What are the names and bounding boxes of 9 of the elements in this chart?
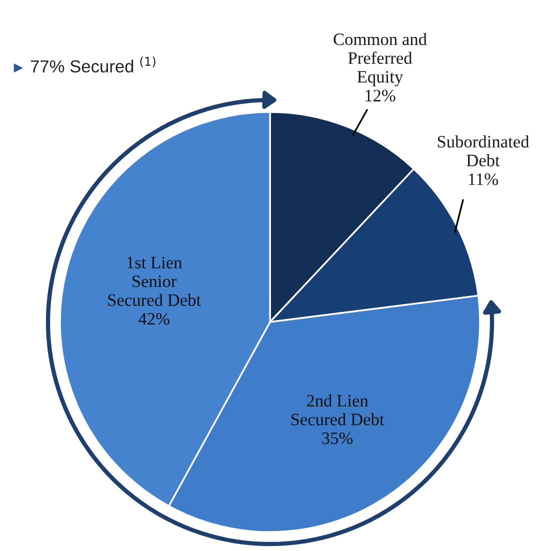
data-label: 35% xyxy=(322,432,353,444)
slice-label: 1st Lien Senior Secured Debt xyxy=(108,256,201,306)
slice-label: 2nd Lien Secured Debt xyxy=(291,394,384,426)
data-label: 11% xyxy=(468,173,498,186)
data-label: 42% xyxy=(138,312,170,325)
slice-label: Common and Preferred Equity xyxy=(334,32,427,86)
text: 77% Secured $^{(1)}$ xyxy=(30,56,156,73)
data-label: 12% xyxy=(366,90,396,102)
slice-label: Subordinated Debt xyxy=(438,135,530,166)
